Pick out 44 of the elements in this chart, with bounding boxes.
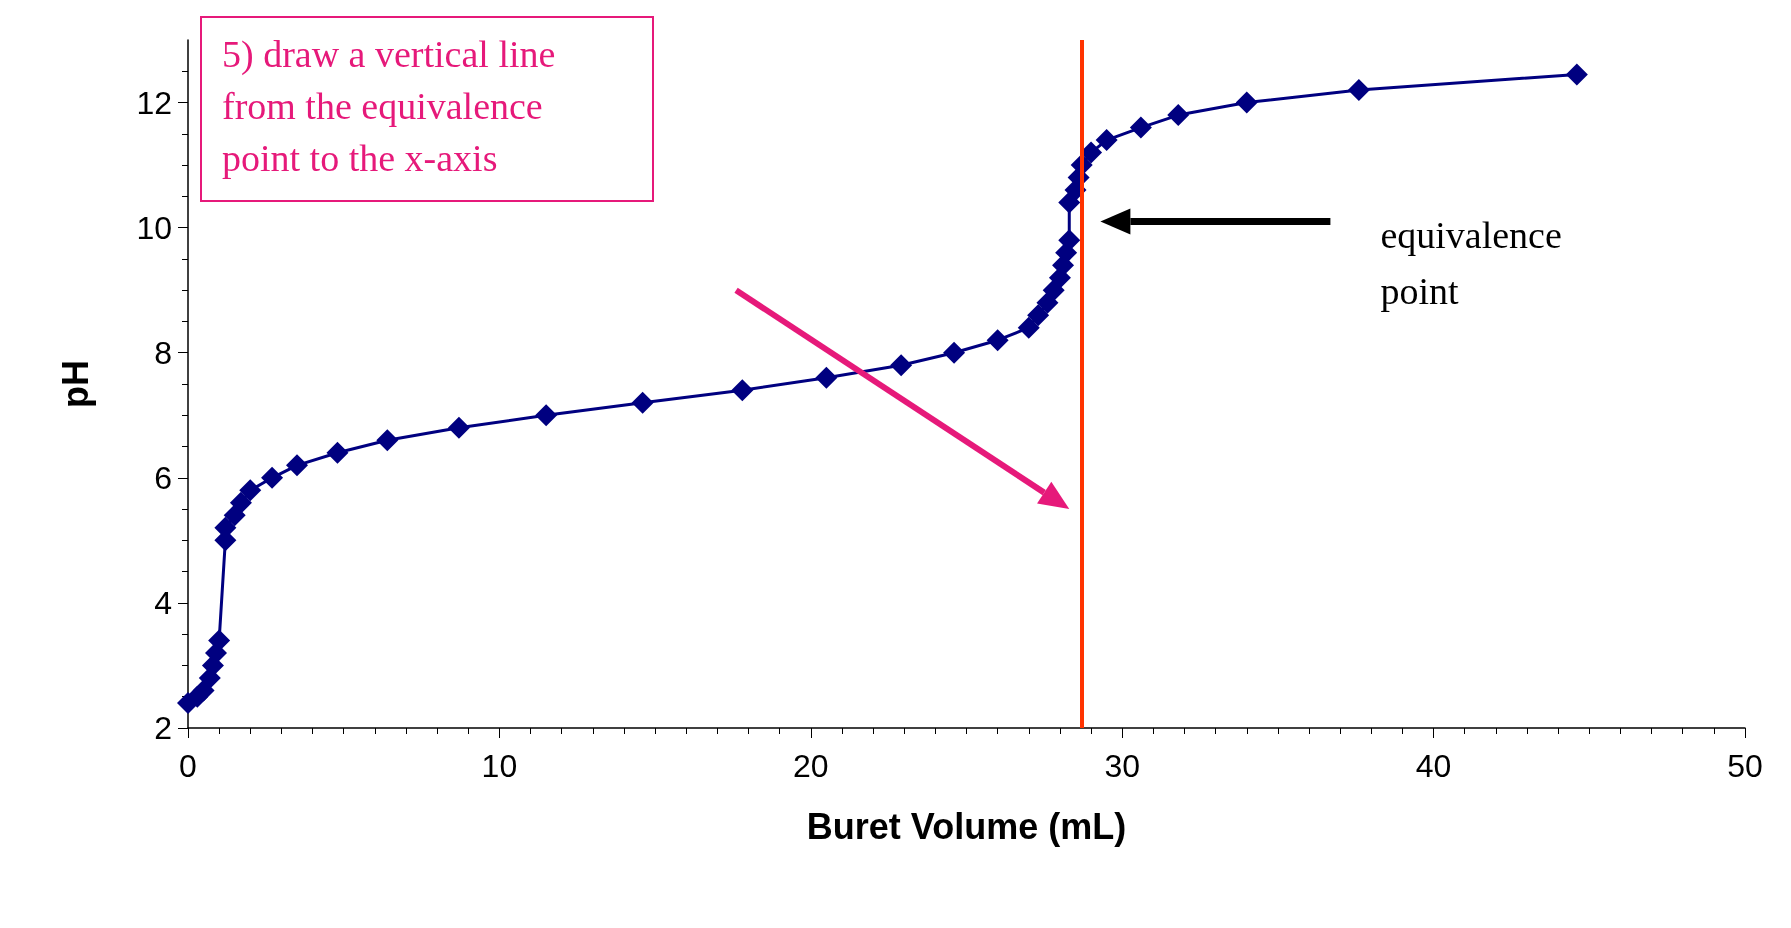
point: [1235, 91, 1258, 114]
annotation: equivalence point: [1380, 214, 1572, 313]
point: [986, 329, 1009, 352]
point: [1565, 63, 1588, 86]
y-tick-label: 4: [154, 584, 172, 621]
point: [447, 416, 470, 439]
point: [229, 491, 252, 514]
point: [535, 404, 558, 427]
y-tick-label: 10: [136, 209, 172, 246]
x-tick-label: 10: [481, 748, 518, 784]
point: [285, 454, 308, 477]
point: [631, 391, 654, 414]
x-tick-label: 30: [1104, 748, 1140, 784]
x-axis-title: Buret Volume (mL): [806, 805, 1127, 847]
point: [1058, 191, 1081, 214]
y-tick-label: 2: [154, 710, 172, 746]
point: [223, 504, 246, 527]
y-tick-label: 8: [154, 334, 172, 371]
point: [1129, 116, 1152, 139]
point: [1017, 316, 1040, 339]
point: [890, 354, 913, 377]
point: [1058, 229, 1081, 252]
point: [1027, 304, 1050, 327]
point: [326, 441, 349, 464]
point: [376, 429, 399, 452]
y-axis-title: pH: [54, 360, 96, 408]
y-tick-label: 12: [136, 84, 172, 121]
x-tick-label: 0: [179, 748, 197, 784]
x-tick-label: 20: [793, 748, 829, 784]
annotation: 5) draw a vertical line from the equivalence point to the x-axis: [222, 33, 565, 179]
x-tick-label: 50: [1727, 748, 1763, 784]
point: [1036, 291, 1059, 314]
point: [1095, 129, 1118, 152]
x-tick-label: 40: [1415, 748, 1452, 784]
point: [943, 341, 966, 364]
point: [1042, 279, 1065, 302]
point: [1347, 79, 1370, 102]
point: [1167, 104, 1190, 127]
point: [208, 629, 231, 652]
point: [815, 366, 838, 389]
point: [239, 479, 262, 502]
point: [731, 379, 754, 402]
point: [261, 466, 284, 489]
y-tick-label: 6: [154, 459, 172, 496]
